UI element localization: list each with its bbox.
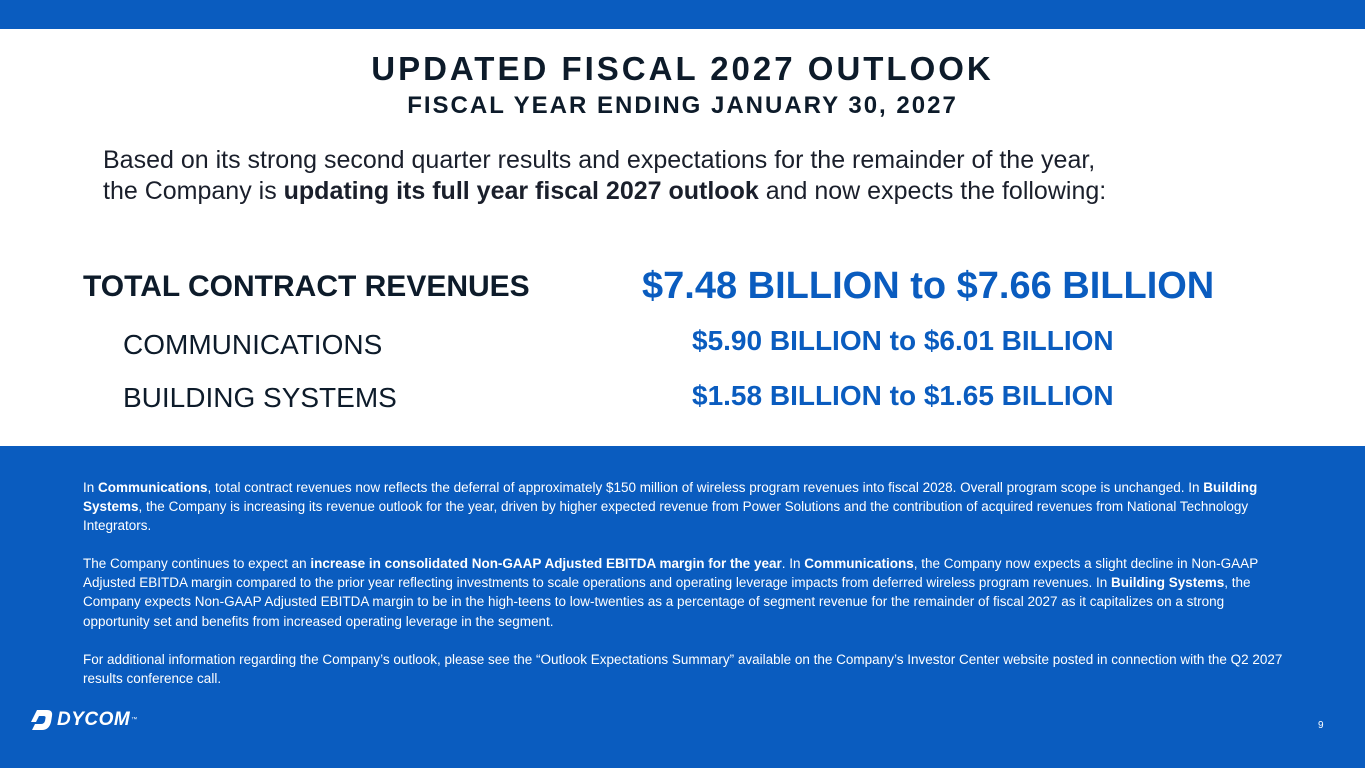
p1-text-2: , total contract revenues now reflects t… <box>207 480 1204 495</box>
intro-line-1: Based on its strong second quarter resul… <box>103 146 1096 174</box>
intro-line-2-start: the Company is <box>103 177 284 205</box>
p1-bold-communications: Communications <box>98 480 208 495</box>
p2-bold-ebitda: increase in consolidated Non-GAAP Adjust… <box>310 556 782 571</box>
p1-text-3: , the Company is increasing its revenue … <box>83 499 1249 534</box>
p1-bold-building-systems: Building Systems <box>83 480 1258 515</box>
notes-panel: In Communications, total contract revenu… <box>0 446 1365 768</box>
p3-text-1: For additional information regarding the… <box>83 652 1283 687</box>
page-title: UPDATED FISCAL 2027 OUTLOOK <box>371 50 994 87</box>
p2-text-2: . In <box>781 556 805 571</box>
logo-trademark: ™ <box>131 717 138 723</box>
intro-text: Based on its strong second quarter resul… <box>103 145 1303 207</box>
communications-value: $5.90 BILLION to $6.01 BILLION <box>692 325 1114 356</box>
p2-bold-building-systems: Building Systems <box>1111 575 1225 591</box>
p2-bold-communications: Communications <box>804 556 914 571</box>
top-accent-bar <box>0 0 1365 29</box>
p2-text-1: The Company continues to expect an <box>83 556 311 571</box>
total-revenues-label: TOTAL CONTRACT REVENUES <box>83 270 530 303</box>
notes-paragraph-ebitda: The Company continues to expect an incre… <box>83 554 1283 631</box>
communications-label: COMMUNICATIONS <box>123 329 383 360</box>
page-subtitle: FISCAL YEAR ENDING JANUARY 30, 2027 <box>407 92 958 119</box>
dycom-logo: DYCOM ™ <box>30 709 137 731</box>
page-number: 9 <box>1318 720 1324 731</box>
intro-line-2-end: and now expects the following: <box>758 177 1107 205</box>
intro-emphasis: updating its full year fiscal 2027 outlo… <box>283 177 759 205</box>
total-revenues-value: $7.48 BILLION to $7.66 BILLION <box>642 265 1215 307</box>
logo-wordmark: DYCOM <box>57 709 131 730</box>
building-systems-value: $1.58 BILLION to $1.65 BILLION <box>692 380 1114 411</box>
p2-text-3: , the Company now expects a slight decli… <box>83 556 1258 591</box>
p1-text-1: In <box>83 480 99 495</box>
notes-paragraph-additional-info: For additional information regarding the… <box>83 650 1283 688</box>
p2-text-4: , the Company expects Non-GAAP Adjusted … <box>83 575 1251 629</box>
building-systems-label: BUILDING SYSTEMS <box>123 382 397 413</box>
dycom-logo-icon <box>31 710 53 730</box>
notes-paragraph-revenues: In Communications, total contract revenu… <box>83 478 1283 536</box>
